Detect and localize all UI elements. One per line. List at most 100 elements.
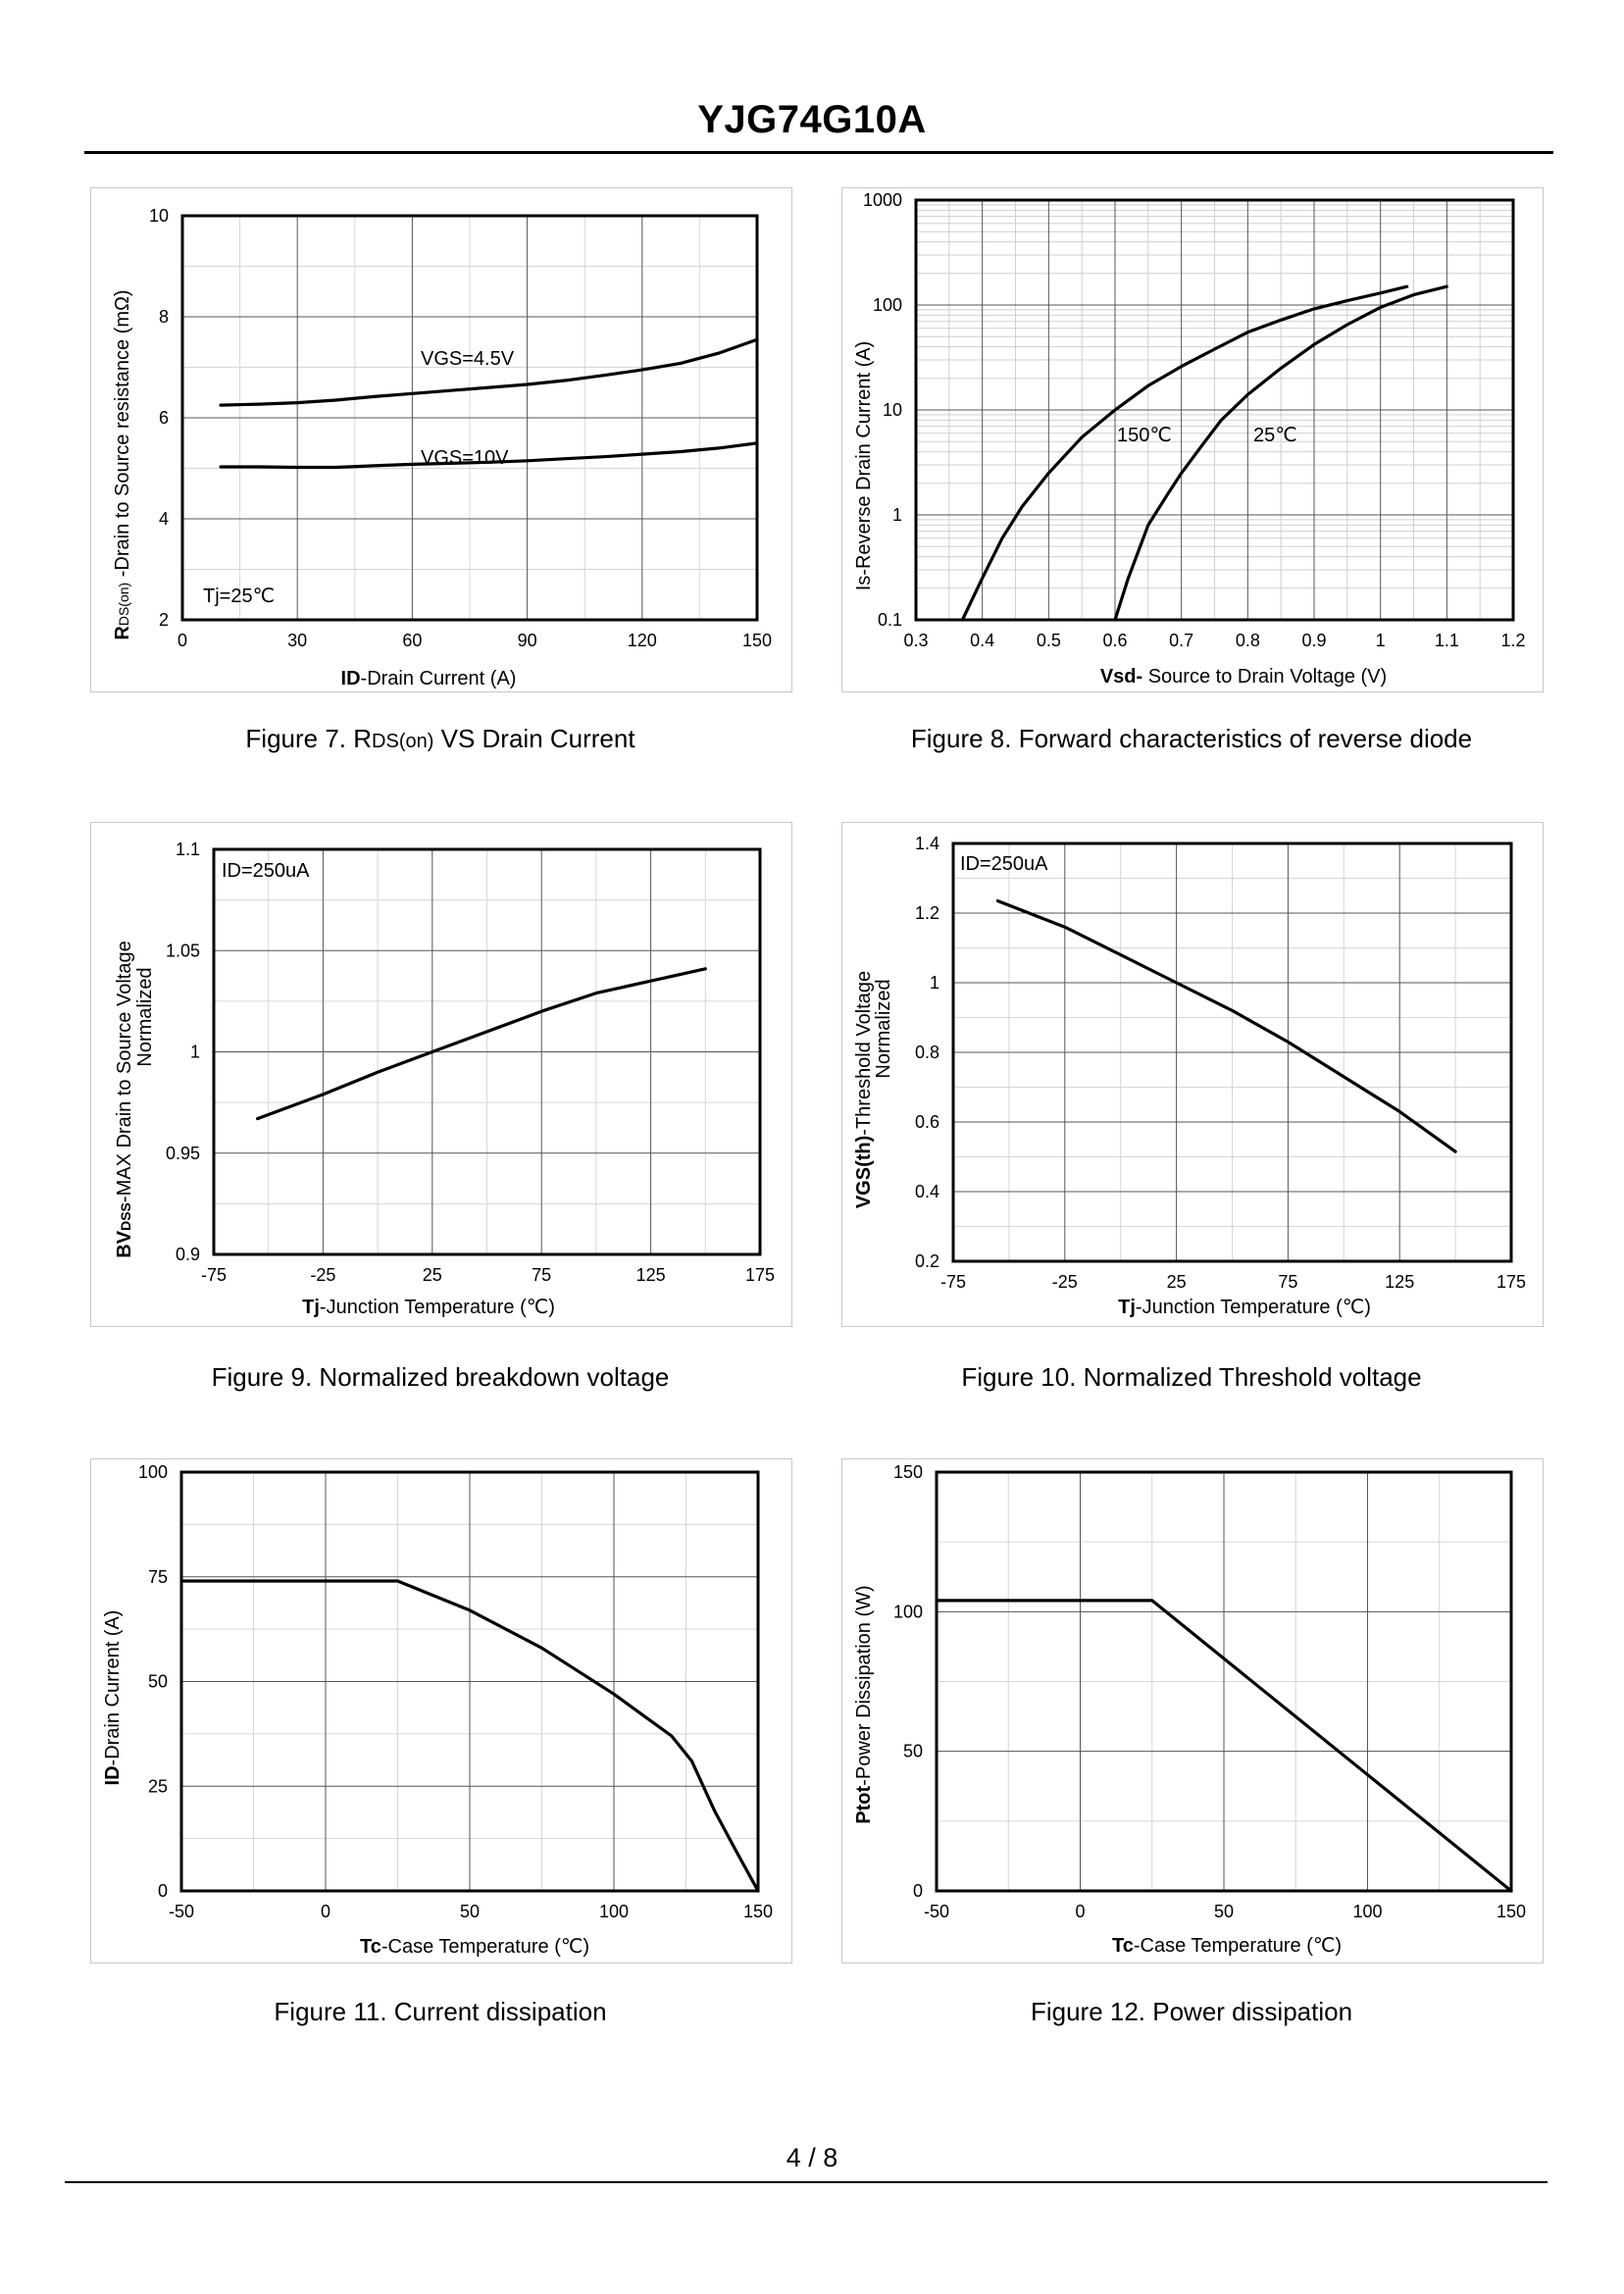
y-tick-label: 1.05: [166, 941, 200, 960]
y-tick-label: 75: [148, 1567, 168, 1587]
x-tick-label: 175: [745, 1265, 775, 1285]
y-tick-label: 0.2: [915, 1251, 939, 1271]
plot-frame: [212, 847, 762, 1256]
figure-10-xlabel: Tj-Junction Temperature (℃): [1118, 1297, 1371, 1318]
figure-11-ylabel: ID-Drain Current (A): [102, 1610, 124, 1786]
y-tick-label: 1.2: [915, 903, 939, 923]
x-tick-label: 0.4: [970, 631, 994, 650]
figure-12-chart: Ptot-Power Dissipation (W) Tc-Case Tempe…: [853, 1462, 1526, 1957]
figure-8-caption: Figure 8. Forward characteristics of rev…: [910, 724, 1473, 753]
series-line: [960, 284, 1409, 622]
figure-8-chart: Is-Reverse Drain Current (A) Vsd- Source…: [853, 190, 1526, 688]
annotation-label: 150℃: [1117, 425, 1172, 446]
figure-11-xlabel: Tc-Case Temperature (℃): [360, 1936, 589, 1958]
y-tick-label: 10: [883, 400, 902, 420]
x-tick-label: 60: [402, 631, 422, 650]
series-line: [219, 441, 759, 470]
annotation-label: ID=250uA: [222, 860, 310, 882]
figure-10-ylabel-line2: Normalized: [873, 979, 894, 1078]
y-tick-label: 0: [158, 1881, 168, 1901]
x-tick-label: -75: [201, 1265, 227, 1285]
y-tick-label: 0.1: [878, 610, 902, 630]
annotation-label: Tj=25℃: [203, 586, 275, 607]
x-tick-label: 150: [742, 631, 772, 650]
y-tick-label: 1: [190, 1043, 200, 1062]
series-line: [256, 967, 707, 1121]
fig12-grid: [936, 1471, 1512, 1892]
y-tick-label: 0.4: [915, 1182, 939, 1201]
y-tick-label: 2: [159, 610, 169, 630]
x-tick-label: 0.8: [1236, 631, 1260, 650]
y-tick-label: 100: [873, 295, 902, 315]
x-tick-label: 1: [1376, 631, 1386, 650]
x-tick-label: 25: [423, 1265, 442, 1285]
y-tick-label: 0.6: [915, 1112, 939, 1132]
x-tick-label: 100: [599, 1902, 629, 1921]
x-tick-label: -25: [1052, 1272, 1078, 1292]
x-tick-label: 100: [1352, 1902, 1382, 1921]
series-line: [935, 1599, 1513, 1893]
x-tick-label: 0.6: [1102, 631, 1127, 650]
y-tick-label: 1.4: [915, 834, 939, 853]
fig10-grid: [952, 842, 1512, 1262]
y-tick-label: 1000: [863, 190, 902, 210]
x-tick-label: 120: [628, 631, 657, 650]
document-title: YJG74G10A: [697, 98, 927, 141]
figure-9-ylabel-line2: Normalized: [134, 967, 156, 1066]
y-tick-label: 0.8: [915, 1043, 939, 1062]
x-tick-label: 0.9: [1301, 631, 1326, 650]
y-tick-label: 8: [159, 307, 169, 327]
figure-10-panel: VGS(th)-Threshold Voltage Normalized Tj-…: [841, 822, 1544, 1327]
y-tick-label: 100: [138, 1462, 168, 1482]
x-tick-label: 75: [532, 1265, 551, 1285]
x-tick-label: 0.5: [1037, 631, 1061, 650]
figure-7-xlabel: ID-Drain Current (A): [341, 668, 517, 689]
plot-frame: [180, 214, 759, 622]
figure-9-chart: BVDSS-MAX Drain to Source Voltage Normal…: [114, 840, 775, 1318]
figure-9-ylabel: BVDSS-MAX Drain to Source Voltage: [114, 941, 135, 1257]
fig7-grid: [181, 215, 758, 621]
y-tick-label: 1.1: [176, 840, 200, 859]
fig9-grid: [213, 848, 761, 1255]
x-tick-label: 75: [1278, 1272, 1297, 1292]
x-tick-label: 0.7: [1169, 631, 1193, 650]
figure-11-caption: Figure 11. Current dissipation: [274, 1997, 607, 2026]
header-rule: [84, 151, 1553, 154]
y-tick-label: 150: [893, 1462, 923, 1482]
page-number: 4 / 8: [786, 2143, 838, 2172]
x-tick-label: -25: [310, 1265, 335, 1285]
figure-11-panel: ID-Drain Current (A) Tc-Case Temperature…: [90, 1458, 792, 1963]
y-tick-label: 0: [913, 1881, 923, 1901]
y-tick-label: 25: [148, 1776, 168, 1796]
annotation-label: ID=250uA: [960, 853, 1048, 875]
series-line: [1113, 284, 1448, 622]
annotation-label: VGS=10V: [421, 447, 509, 469]
figure-7-panel: RDS(on) -Drain to Source resistance (mΩ)…: [90, 187, 792, 692]
x-tick-label: 50: [460, 1902, 480, 1921]
x-tick-label: 125: [1385, 1272, 1414, 1292]
x-tick-label: 0.3: [903, 631, 928, 650]
y-tick-label: 50: [148, 1672, 168, 1692]
annotation-label: 25℃: [1253, 425, 1297, 446]
x-tick-label: -50: [924, 1902, 949, 1921]
x-tick-label: -75: [940, 1272, 966, 1292]
figure-7-chart: RDS(on) -Drain to Source resistance (mΩ)…: [112, 206, 772, 689]
y-tick-label: 50: [903, 1742, 923, 1761]
figure-11-chart: ID-Drain Current (A) Tc-Case Temperature…: [102, 1462, 773, 1958]
y-tick-label: 6: [159, 408, 169, 428]
y-tick-label: 4: [159, 509, 169, 529]
figure-7-ylabel: RDS(on) -Drain to Source resistance (mΩ): [112, 289, 133, 639]
fig8-grid: [915, 199, 1514, 621]
figure-9-xlabel: Tj-Junction Temperature (℃): [302, 1297, 555, 1318]
series-line: [179, 1579, 760, 1893]
x-tick-label: 150: [1497, 1902, 1526, 1921]
figure-12-xlabel: Tc-Case Temperature (℃): [1112, 1935, 1342, 1957]
y-tick-label: 0.95: [166, 1144, 200, 1163]
x-tick-label: 1.2: [1500, 631, 1525, 650]
x-tick-label: 1.1: [1435, 631, 1459, 650]
y-tick-label: 10: [149, 206, 169, 226]
series-line: [219, 337, 759, 407]
figure-10-chart: VGS(th)-Threshold Voltage Normalized Tj-…: [853, 834, 1526, 1318]
x-tick-label: 125: [636, 1265, 666, 1285]
plot-frame: [935, 1470, 1513, 1893]
